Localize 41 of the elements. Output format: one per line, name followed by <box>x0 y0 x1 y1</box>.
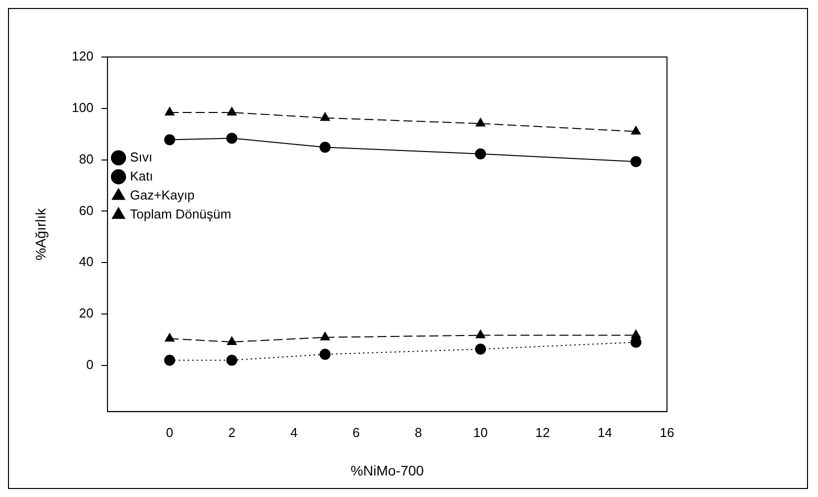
y-tick-label: 100 <box>72 100 94 115</box>
point <box>630 336 642 348</box>
x-tick-label: 2 <box>228 424 236 440</box>
x-tick-label: 16 <box>660 424 674 440</box>
x-tick-label: 0 <box>166 424 174 440</box>
legend-label: Toplam Dönüşüm <box>130 206 232 222</box>
point <box>320 142 331 153</box>
point <box>164 333 174 342</box>
x-tick-label: 6 <box>352 424 360 440</box>
y-axis-title: %Ağırlık <box>32 207 48 260</box>
x-axis-title: %NiMo-700 <box>350 462 424 478</box>
y-tick-label: 0 <box>86 356 94 372</box>
point <box>476 330 486 338</box>
y-tick-label: 20 <box>79 306 94 321</box>
point <box>474 344 486 355</box>
point <box>630 156 642 168</box>
point <box>164 134 176 146</box>
y-tick-label: 80 <box>79 151 94 166</box>
point <box>320 348 331 360</box>
point <box>474 148 486 160</box>
y-tick-label: 60 <box>79 202 94 218</box>
point <box>164 354 176 366</box>
point <box>226 132 238 144</box>
point <box>320 112 330 121</box>
point <box>226 336 237 345</box>
point <box>226 107 237 116</box>
x-tick-label: 4 <box>290 424 298 440</box>
point <box>226 354 238 366</box>
legend-label: Sıvı <box>130 149 152 164</box>
y-tick-label: 40 <box>79 254 94 270</box>
x-tick-label: 14 <box>598 424 612 440</box>
x-tick-label: 8 <box>414 424 422 440</box>
point <box>476 118 486 127</box>
legend-label: Katı <box>130 168 154 184</box>
point <box>164 107 174 116</box>
x-tick-label: 10 <box>473 424 488 440</box>
legend-label: Gaz+Kayıp <box>130 187 195 202</box>
point <box>631 126 641 135</box>
point <box>320 332 330 340</box>
x-tick-label: 12 <box>535 424 550 440</box>
y-tick-label: 120 <box>72 48 94 64</box>
